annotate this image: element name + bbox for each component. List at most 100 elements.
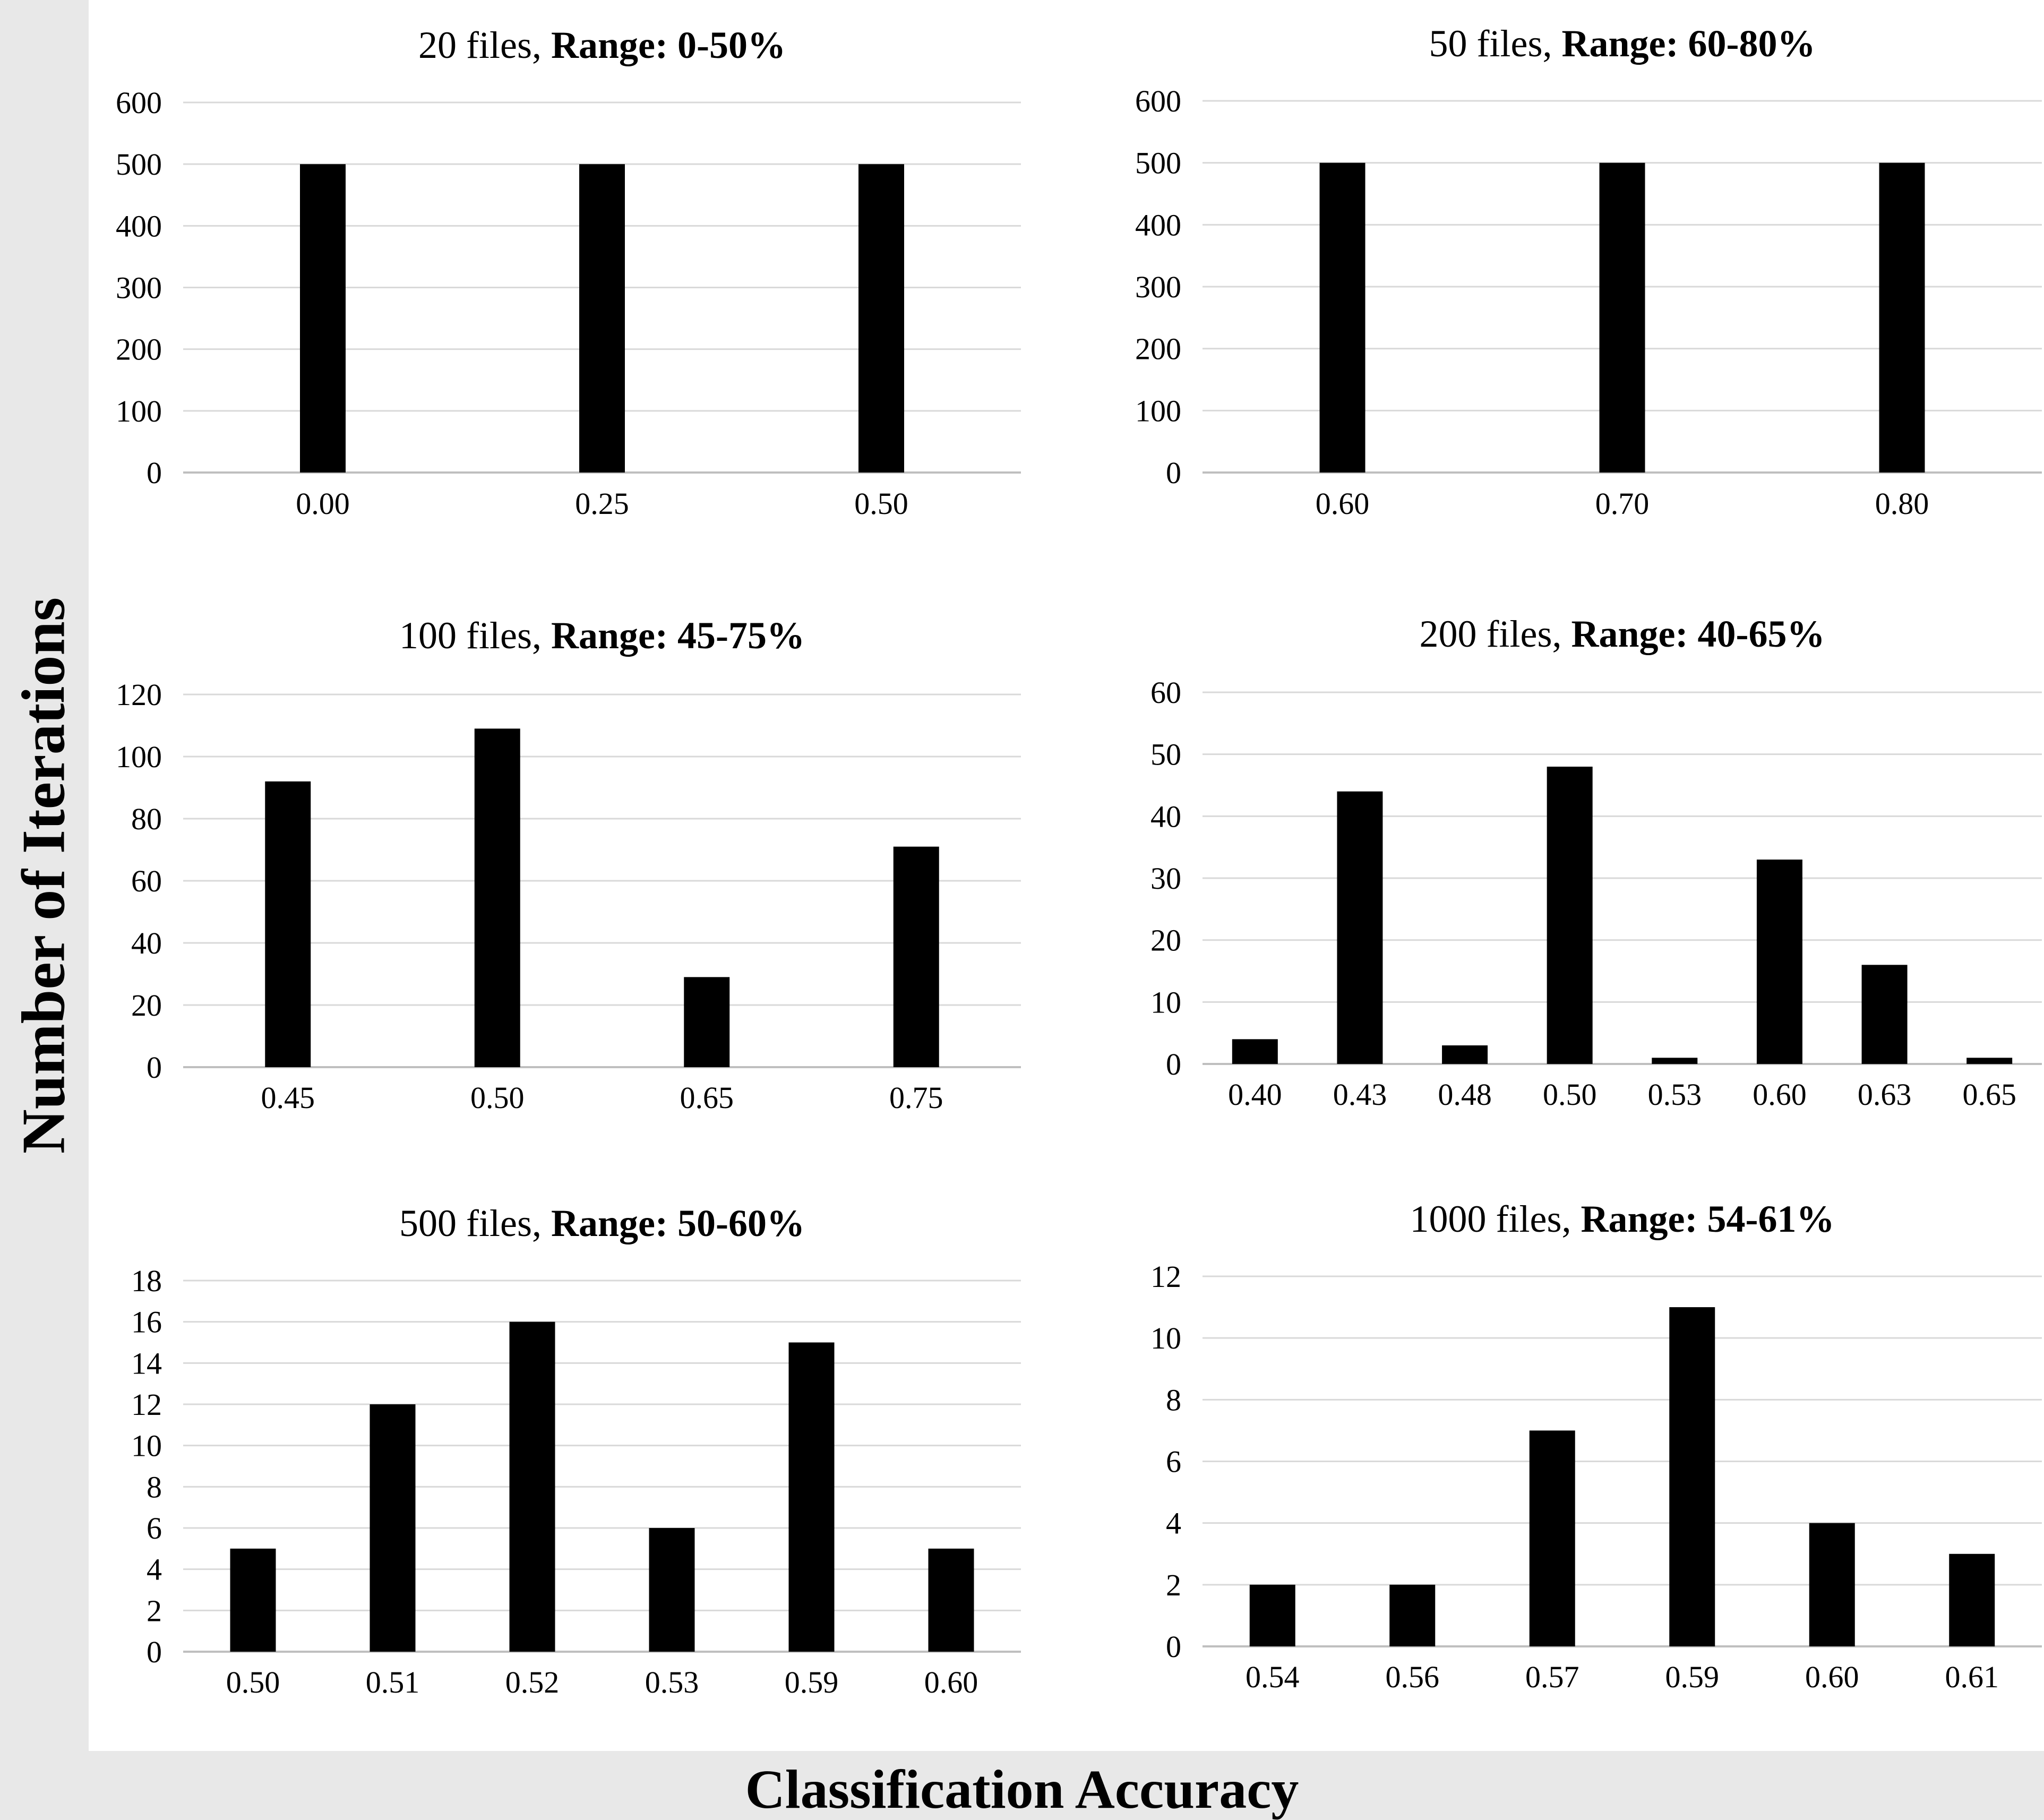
bar-0.54 — [1249, 1584, 1295, 1646]
bar-0.50 — [230, 1548, 276, 1652]
chart-title-plain: 500 files, — [399, 1202, 551, 1244]
bar-0.75 — [893, 846, 939, 1067]
y-tick-label: 0 — [147, 1635, 162, 1669]
y-tick-label: 80 — [131, 802, 162, 836]
y-tick-label: 2 — [1166, 1568, 1181, 1602]
x-tick-label: 0.80 — [1875, 486, 1929, 521]
chart-6: 0 2 4 6 8 10 12 0.54 0.56 0.57 0.59 0.60 0.61 1000 fi… — [1150, 1198, 2042, 1694]
chart-title-bold: Range: 54-61% — [1581, 1198, 1835, 1240]
bar-0.50 — [858, 164, 904, 473]
y-tick-label: 18 — [131, 1264, 162, 1298]
y-tick-label: 100 — [116, 394, 162, 428]
chart-title-plain: 50 files, — [1429, 22, 1562, 65]
x-tick-label: 0.43 — [1333, 1077, 1387, 1112]
y-tick-label: 0 — [1166, 1629, 1181, 1664]
y-tick-label: 0 — [147, 1050, 162, 1085]
x-tick-label: 0.59 — [785, 1665, 839, 1699]
bar-0.00 — [300, 164, 346, 473]
y-tick-label: 400 — [116, 209, 162, 243]
bar-0.59 — [788, 1342, 835, 1652]
x-tick-label: 0.50 — [854, 486, 908, 521]
bar-0.65 — [684, 977, 730, 1067]
y-tick-label: 12 — [1150, 1259, 1181, 1294]
chart-title: 500 files, Range: 50-60% — [399, 1202, 805, 1244]
y-tick-label: 10 — [1150, 1321, 1181, 1355]
chart-title: 1000 files, Range: 54-61% — [1410, 1198, 1835, 1240]
x-tick-label: 0.50 — [1543, 1077, 1597, 1112]
x-tick-label: 0.63 — [1858, 1077, 1912, 1112]
chart-title-plain: 20 files, — [418, 24, 551, 66]
y-tick-label: 500 — [116, 147, 162, 182]
bar-0.40 — [1232, 1039, 1278, 1064]
y-tick-label: 200 — [116, 332, 162, 367]
x-tick-label: 0.50 — [470, 1080, 525, 1115]
y-tick-label: 100 — [1135, 393, 1181, 428]
bar-0.53 — [1652, 1058, 1698, 1064]
y-tick-label: 30 — [1150, 861, 1181, 896]
chart-title-plain: 100 files, — [399, 614, 551, 657]
y-tick-label: 20 — [1150, 923, 1181, 958]
bar-0.50 — [474, 728, 520, 1067]
bar-0.60 — [1756, 860, 1802, 1064]
y-tick-label: 300 — [1135, 270, 1181, 304]
bar-0.80 — [1879, 162, 1925, 473]
x-tick-label: 0.60 — [1805, 1660, 1859, 1694]
x-tick-label: 0.50 — [226, 1665, 280, 1699]
chart-3: 0 20 40 60 80 100 120 0.45 0.50 0.65 0.75 100 files… — [116, 614, 1021, 1115]
chart-1: 0 100 200 300 400 500 600 0.00 0.25 0.50 20 files,… — [116, 24, 1021, 521]
chart-title: 20 files, Range: 0-50% — [418, 24, 786, 66]
bar-0.45 — [265, 781, 311, 1067]
chart-title-bold: Range: 40-65% — [1571, 613, 1825, 655]
x-tick-label: 0.54 — [1246, 1660, 1300, 1694]
x-tick-label: 0.48 — [1438, 1077, 1492, 1112]
bar-0.53 — [649, 1528, 695, 1652]
x-tick-label: 0.65 — [680, 1080, 734, 1115]
y-tick-label: 6 — [147, 1511, 162, 1546]
x-tick-label: 0.59 — [1665, 1660, 1720, 1694]
y-tick-label: 400 — [1135, 208, 1181, 242]
bar-0.60 — [1319, 162, 1365, 473]
chart-title-plain: 1000 files, — [1410, 1198, 1581, 1240]
x-tick-label: 0.65 — [1962, 1077, 2016, 1112]
chart-title: 200 files, Range: 40-65% — [1420, 613, 1825, 655]
x-tick-label: 0.57 — [1525, 1660, 1579, 1694]
bar-0.60 — [1809, 1523, 1855, 1646]
x-tick-label: 0.60 — [924, 1665, 978, 1699]
chart-2: 0 100 200 300 400 500 600 0.60 0.70 0.80 50 files,… — [1135, 22, 2042, 521]
y-tick-label: 0 — [1166, 456, 1181, 490]
bar-0.63 — [1861, 965, 1908, 1064]
y-tick-label: 8 — [147, 1470, 162, 1504]
y-tick-label: 4 — [1166, 1506, 1181, 1541]
bar-0.50 — [1547, 767, 1593, 1064]
y-tick-label: 200 — [1135, 332, 1181, 366]
x-tick-label: 0.45 — [261, 1080, 315, 1115]
y-tick-label: 40 — [1150, 799, 1181, 834]
bar-0.60 — [928, 1548, 974, 1652]
y-tick-label: 50 — [1150, 737, 1181, 772]
y-tick-label: 300 — [116, 271, 162, 305]
y-tick-label: 120 — [116, 677, 162, 712]
y-tick-label: 40 — [131, 926, 162, 960]
chart-title: 100 files, Range: 45-75% — [399, 614, 805, 657]
y-tick-label: 600 — [116, 85, 162, 120]
chart-title-bold: Range: 60-80% — [1562, 22, 1816, 65]
y-tick-label: 10 — [131, 1429, 162, 1463]
chart-title-plain: 200 files, — [1420, 613, 1571, 655]
y-tick-label: 10 — [1150, 985, 1181, 1019]
bar-0.48 — [1442, 1045, 1488, 1064]
y-tick-label: 0 — [147, 456, 162, 490]
bar-0.57 — [1529, 1430, 1575, 1646]
y-tick-label: 8 — [1166, 1383, 1181, 1417]
chart-5: 0 2 4 6 8 10 12 14 16 18 0.50 0.51 0.52 0.53 0.59 0.60 5… — [131, 1202, 1021, 1699]
x-tick-label: 0.51 — [366, 1665, 420, 1699]
x-tick-label: 0.60 — [1753, 1077, 1807, 1112]
x-tick-label: 0.53 — [645, 1665, 699, 1699]
y-tick-label: 6 — [1166, 1445, 1181, 1479]
y-tick-label: 12 — [131, 1387, 162, 1422]
x-tick-label: 0.52 — [505, 1665, 560, 1699]
chart-title: 50 files, Range: 60-80% — [1429, 22, 1816, 65]
y-tick-label: 100 — [116, 740, 162, 774]
x-tick-label: 0.60 — [1316, 486, 1370, 521]
y-tick-label: 60 — [131, 864, 162, 898]
bar-0.43 — [1337, 791, 1383, 1064]
